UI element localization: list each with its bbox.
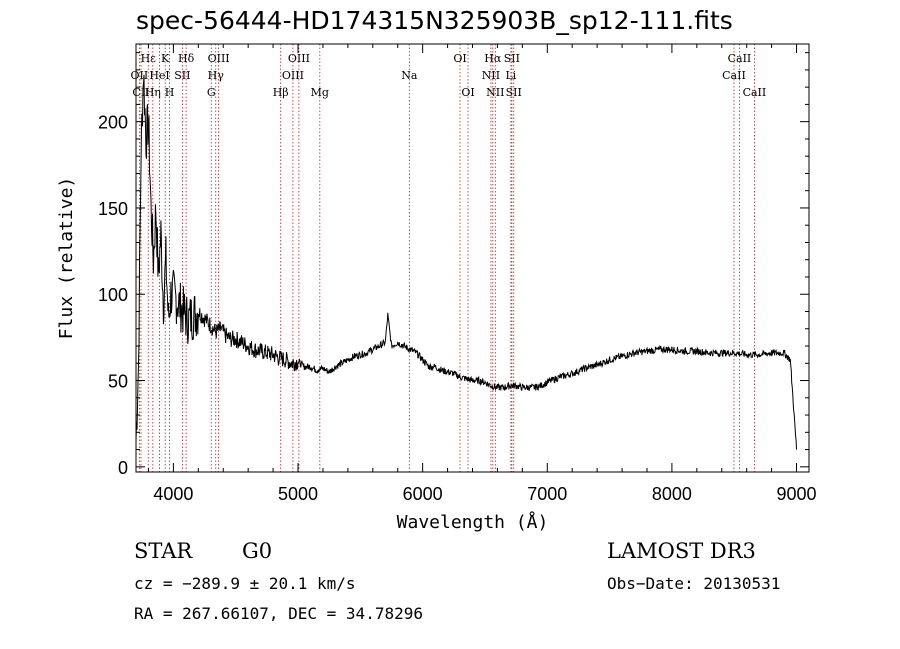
redshift-readout: cz = −289.9 ± 20.1 km/s bbox=[134, 574, 356, 593]
x-tick-label: 8000 bbox=[652, 484, 692, 504]
line-label: OI bbox=[453, 52, 466, 65]
y-tick-label: 150 bbox=[98, 199, 128, 219]
x-axis-label: Wavelength (Å) bbox=[397, 511, 549, 533]
line-label: NII bbox=[486, 86, 504, 99]
y-tick-label: 0 bbox=[118, 458, 128, 478]
line-label: OII bbox=[131, 69, 149, 82]
x-tick-label: 6000 bbox=[403, 484, 443, 504]
line-label: Hδ bbox=[178, 52, 195, 65]
line-label: Hε bbox=[141, 52, 157, 65]
survey-name: LAMOST DR3 bbox=[607, 539, 756, 563]
y-tick-label: 200 bbox=[98, 113, 128, 133]
x-tick-label: 5000 bbox=[278, 484, 318, 504]
line-label: CaII bbox=[728, 52, 752, 65]
line-label: Hγ bbox=[208, 69, 225, 82]
line-label: SII bbox=[506, 86, 522, 99]
y-tick-label: 100 bbox=[98, 285, 128, 305]
line-label: HeI bbox=[149, 69, 169, 82]
line-label: Li bbox=[505, 69, 516, 82]
line-label: CII bbox=[132, 86, 149, 99]
x-tick-label: 7000 bbox=[527, 484, 567, 504]
line-label: SII bbox=[504, 52, 520, 65]
coordinates: RA = 267.66107, DEC = 34.78296 bbox=[134, 604, 423, 623]
line-label: OIII bbox=[208, 52, 230, 65]
chart-title: spec-56444-HD174315N325903B_sp12-111.fit… bbox=[136, 6, 733, 35]
line-label: OIII bbox=[288, 52, 310, 65]
obs-date: Obs−Date: 20130531 bbox=[607, 574, 781, 593]
line-label: Hα bbox=[484, 52, 502, 65]
line-label: Na bbox=[401, 69, 418, 82]
line-label: G bbox=[207, 86, 216, 99]
y-axis-label: Flux (relative) bbox=[56, 177, 77, 340]
spectrum-line bbox=[135, 74, 797, 450]
y-tick-label: 50 bbox=[108, 372, 128, 392]
line-label: OI bbox=[461, 86, 474, 99]
line-label: OIII bbox=[282, 69, 304, 82]
x-tick-label: 4000 bbox=[153, 484, 193, 504]
line-label: CaII bbox=[743, 86, 767, 99]
line-label: CaII bbox=[722, 69, 746, 82]
line-label: NII bbox=[482, 69, 500, 82]
x-tick-label: 9000 bbox=[777, 484, 817, 504]
line-label: Hη bbox=[145, 86, 161, 99]
object-type: STAR bbox=[134, 539, 193, 563]
line-label: H bbox=[165, 86, 175, 99]
line-label: SII bbox=[174, 69, 190, 82]
plot-frame bbox=[135, 43, 810, 473]
line-label: Hβ bbox=[273, 86, 289, 99]
line-label: Mg bbox=[311, 86, 329, 99]
line-label: K bbox=[161, 52, 170, 65]
spectral-class: G0 bbox=[242, 539, 273, 563]
